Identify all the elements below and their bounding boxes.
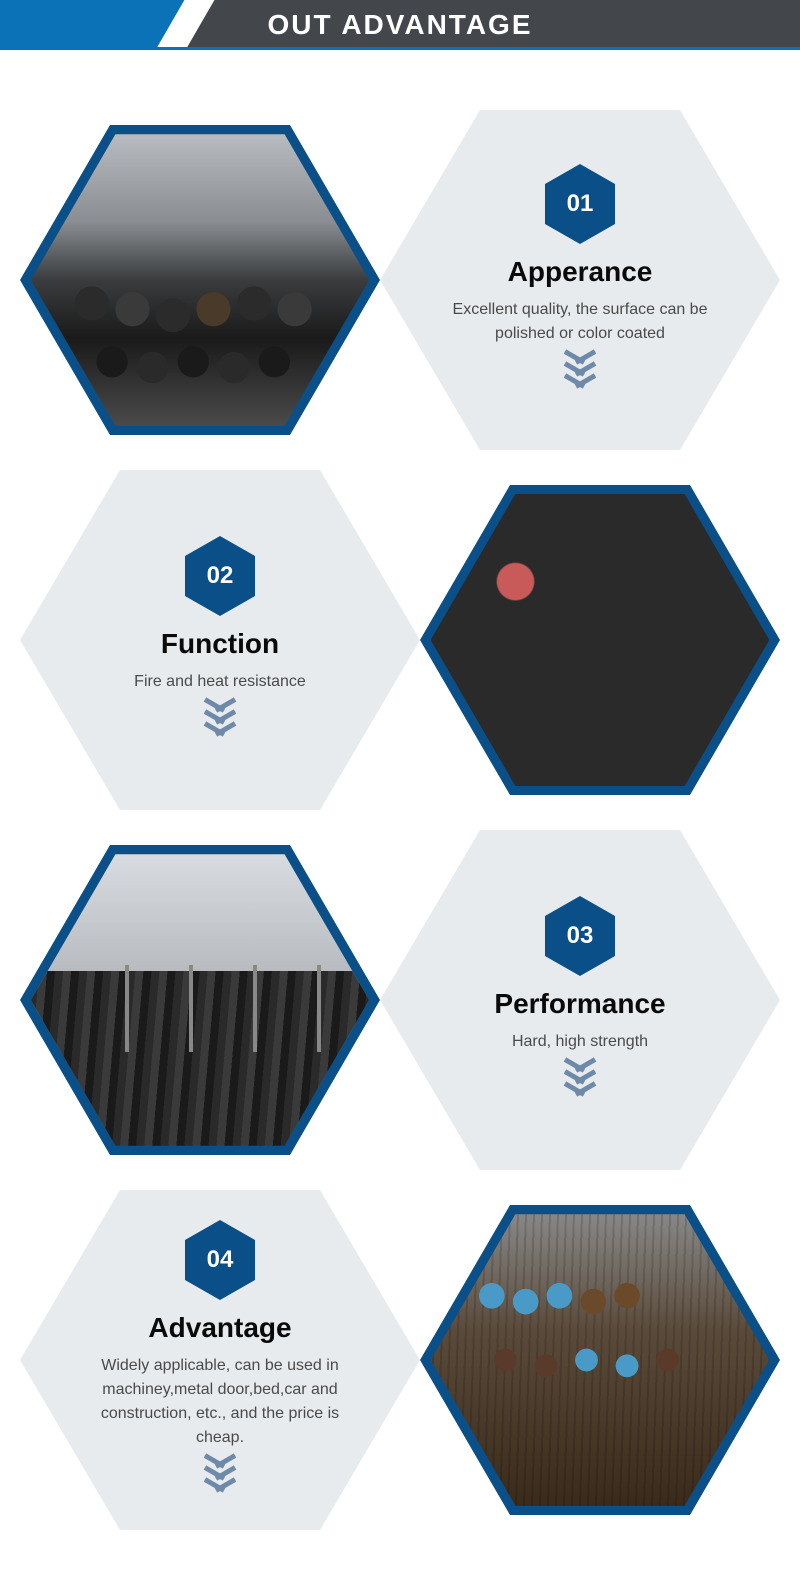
item-desc-4: Widely applicable, can be used in machin… bbox=[80, 1354, 360, 1450]
feature-row-2: 02 Function Fire and heat resistance bbox=[0, 470, 800, 810]
steel-bars-photo-3 bbox=[31, 854, 369, 1145]
item-title-2: Function bbox=[161, 628, 279, 660]
chevron-down-icon bbox=[560, 360, 600, 396]
item-title-1: Apperance bbox=[508, 256, 653, 288]
text-hex-1: 01 Apperance Excellent quality, the surf… bbox=[380, 110, 780, 450]
chevron-down-icon bbox=[200, 1464, 240, 1500]
photo-hex-4 bbox=[420, 1205, 780, 1515]
item-title-3: Performance bbox=[494, 988, 665, 1020]
photo-hex-1 bbox=[20, 125, 380, 435]
banner-title: OUT ADVANTAGE bbox=[0, 9, 800, 41]
photo-hex-2 bbox=[420, 485, 780, 795]
number-badge-2: 02 bbox=[185, 536, 255, 616]
item-desc-2: Fire and heat resistance bbox=[134, 670, 306, 694]
item-desc-3: Hard, high strength bbox=[512, 1030, 648, 1054]
text-hex-4: 04 Advantage Widely applicable, can be u… bbox=[20, 1190, 420, 1530]
feature-row-1: 01 Apperance Excellent quality, the surf… bbox=[0, 110, 800, 450]
photo-hex-3 bbox=[20, 845, 380, 1155]
steel-bars-photo-4 bbox=[431, 1214, 769, 1505]
item-desc-1: Excellent quality, the surface can be po… bbox=[440, 298, 720, 346]
number-badge-1: 01 bbox=[545, 164, 615, 244]
feature-row-4: 04 Advantage Widely applicable, can be u… bbox=[0, 1190, 800, 1530]
chevron-down-icon bbox=[560, 1068, 600, 1104]
steel-bars-photo-1 bbox=[31, 134, 369, 425]
chevron-down-icon bbox=[200, 708, 240, 744]
feature-row-3: 03 Performance Hard, high strength bbox=[0, 830, 800, 1170]
content-area: 01 Apperance Excellent quality, the surf… bbox=[0, 50, 800, 1590]
text-hex-2: 02 Function Fire and heat resistance bbox=[20, 470, 420, 810]
number-badge-4: 04 bbox=[185, 1220, 255, 1300]
number-badge-3: 03 bbox=[545, 896, 615, 976]
steel-bars-photo-2 bbox=[431, 494, 769, 785]
header-banner: OUT ADVANTAGE bbox=[0, 0, 800, 50]
text-hex-3: 03 Performance Hard, high strength bbox=[380, 830, 780, 1170]
item-title-4: Advantage bbox=[148, 1312, 291, 1344]
